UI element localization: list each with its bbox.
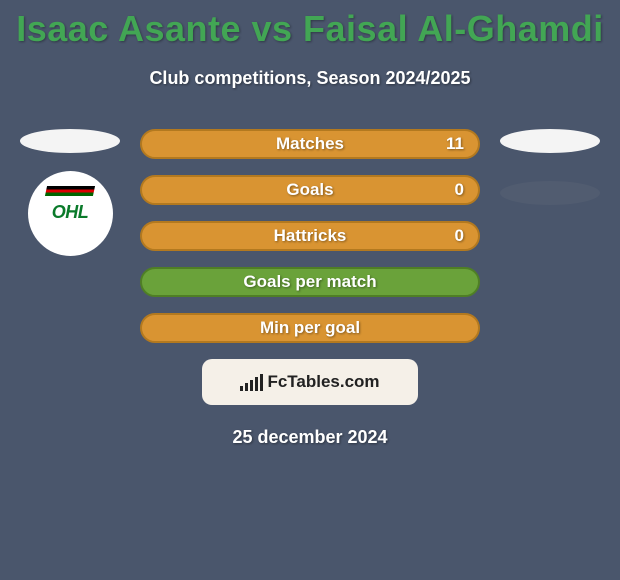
stat-bar-value-right: 0 xyxy=(455,180,464,200)
bar-chart-icon-bar xyxy=(260,374,263,391)
bar-chart-icon xyxy=(240,373,263,391)
right-player-column xyxy=(490,129,610,223)
watermark: FcTables.com xyxy=(202,359,418,405)
bar-chart-icon-bar xyxy=(255,377,258,391)
stat-bar-label: Goals xyxy=(142,180,478,200)
stat-bar-min-per-goal: Min per goal xyxy=(140,313,480,343)
club-logo-text: OHL xyxy=(52,202,89,223)
left-badge-ellipse xyxy=(20,129,120,153)
stat-bar-label: Min per goal xyxy=(142,318,478,338)
content-area: OHL Matches11Goals0Hattricks0Goals per m… xyxy=(0,129,620,343)
comparison-card: Isaac Asante vs Faisal Al-Ghamdi Club co… xyxy=(0,0,620,580)
watermark-text: FcTables.com xyxy=(267,372,379,392)
bar-chart-icon-bar xyxy=(250,380,253,391)
stat-bar-value-right: 11 xyxy=(446,134,464,154)
right-badge-ellipse-1 xyxy=(500,129,600,153)
stat-bar-label: Matches xyxy=(142,134,478,154)
stat-bar-goals: Goals0 xyxy=(140,175,480,205)
stat-bar-hattricks: Hattricks0 xyxy=(140,221,480,251)
stat-bars: Matches11Goals0Hattricks0Goals per match… xyxy=(140,129,480,343)
stat-bar-goals-per-match: Goals per match xyxy=(140,267,480,297)
stat-bar-value-right: 0 xyxy=(455,226,464,246)
left-player-column: OHL xyxy=(10,129,130,256)
right-badge-ellipse-2 xyxy=(500,181,600,205)
page-title: Isaac Asante vs Faisal Al-Ghamdi xyxy=(0,0,620,50)
subtitle: Club competitions, Season 2024/2025 xyxy=(0,68,620,89)
bar-chart-icon-bar xyxy=(245,383,248,391)
ohl-flag-icon xyxy=(45,186,95,196)
date-label: 25 december 2024 xyxy=(0,427,620,448)
bar-chart-icon-bar xyxy=(240,386,243,391)
club-logo-ohl: OHL xyxy=(28,171,113,256)
stat-bar-matches: Matches11 xyxy=(140,129,480,159)
stat-bar-label: Goals per match xyxy=(142,272,478,292)
stat-bar-label: Hattricks xyxy=(142,226,478,246)
